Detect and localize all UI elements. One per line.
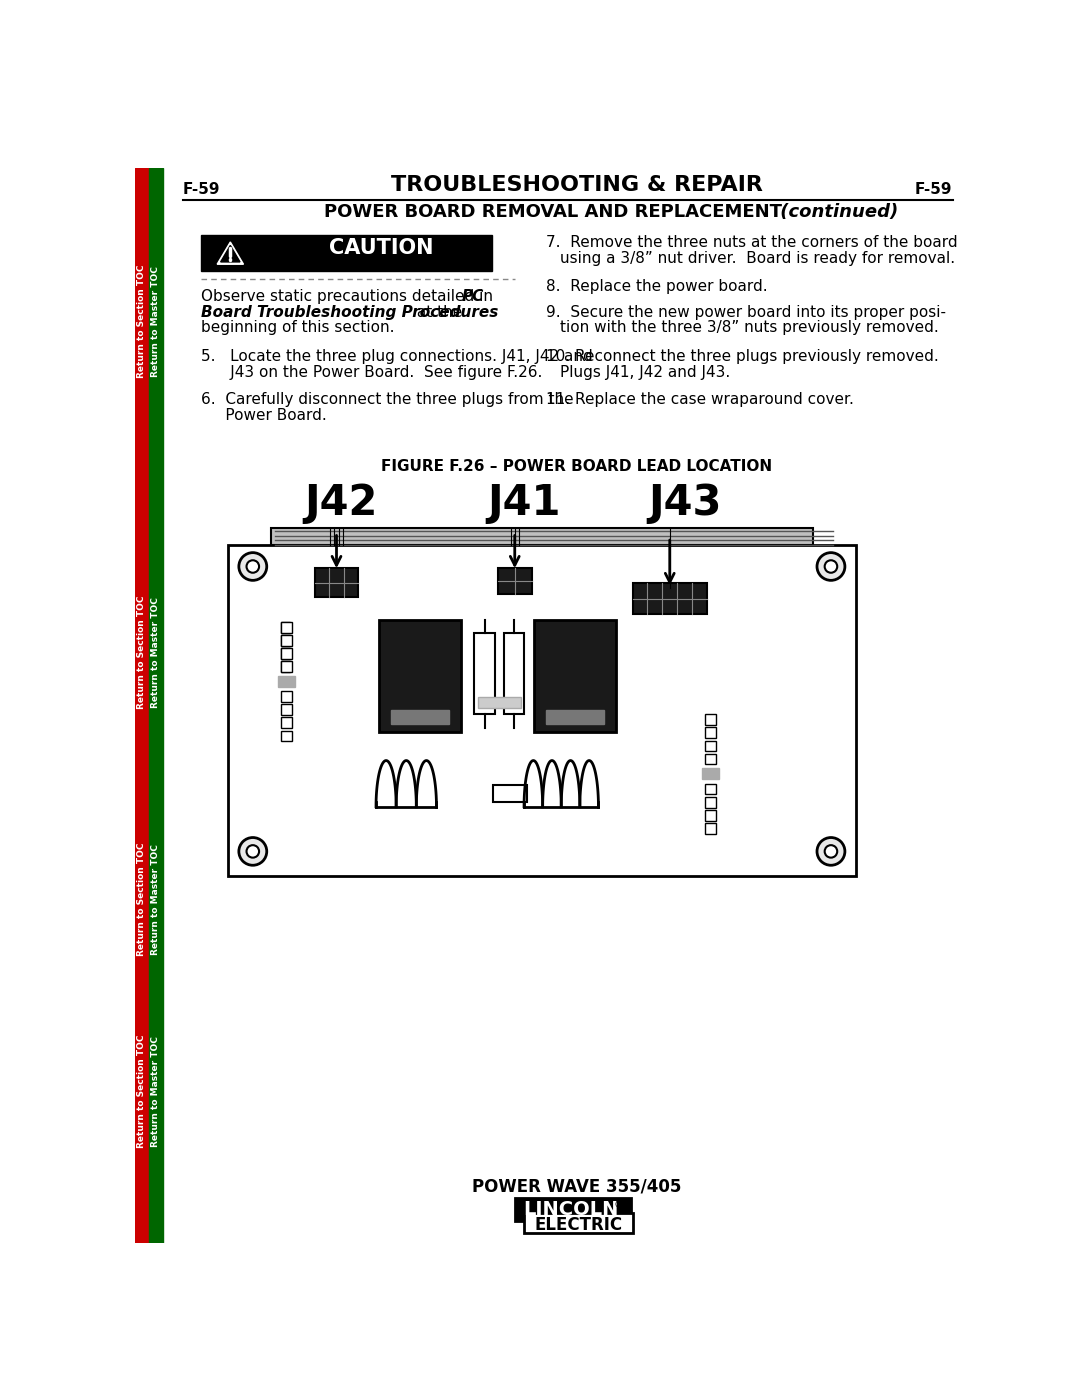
Text: 11. Replace the case wraparound cover.: 11. Replace the case wraparound cover. (545, 393, 853, 408)
Bar (314, 569, 359, 598)
Text: Observe static precautions detailed in: Observe static precautions detailed in (201, 289, 498, 305)
Circle shape (825, 560, 837, 573)
Bar (705, 714, 716, 725)
Bar (281, 622, 291, 633)
Circle shape (246, 845, 259, 858)
Bar (281, 661, 292, 672)
Bar (281, 622, 292, 633)
Bar (705, 810, 716, 820)
Text: LINCOLN: LINCOLN (523, 1200, 618, 1220)
Text: FIGURE F.26 – POWER BOARD LEAD LOCATION: FIGURE F.26 – POWER BOARD LEAD LOCATION (381, 458, 772, 474)
Text: Return to Section TOC: Return to Section TOC (137, 265, 147, 379)
Polygon shape (220, 246, 240, 261)
Bar (705, 784, 716, 795)
Text: tion with the three 3/8” nuts previously removed.: tion with the three 3/8” nuts previously… (559, 320, 939, 335)
Text: 8.  Replace the power board.: 8. Replace the power board. (545, 279, 768, 295)
Text: Return to Section TOC: Return to Section TOC (137, 597, 147, 710)
Circle shape (825, 845, 837, 858)
Text: 10. Reconnect the three plugs previously removed.: 10. Reconnect the three plugs previously… (545, 349, 939, 365)
Bar (281, 718, 292, 728)
Bar (278, 676, 295, 686)
Bar (545, 711, 604, 725)
Text: Return to Master TOC: Return to Master TOC (151, 844, 161, 954)
Bar (135, 168, 149, 1243)
Text: ®: ® (613, 1200, 625, 1210)
Circle shape (239, 553, 267, 580)
Text: at the: at the (413, 305, 462, 320)
Text: (continued): (continued) (773, 203, 897, 221)
Bar (281, 648, 292, 659)
Text: 6.  Carefully disconnect the three plugs from the: 6. Carefully disconnect the three plugs … (201, 393, 573, 408)
Bar (281, 692, 292, 703)
Text: 9.  Secure the new power board into its proper posi-: 9. Secure the new power board into its p… (545, 305, 946, 320)
Bar (281, 704, 292, 715)
Polygon shape (217, 242, 243, 264)
Bar (228, 545, 855, 876)
Text: F-59: F-59 (183, 182, 220, 197)
Text: TROUBLESHOOTING & REPAIR: TROUBLESHOOTING & REPAIR (391, 176, 762, 196)
Bar (281, 731, 292, 742)
Text: 5.   Locate the three plug connections. J41, J42 and: 5. Locate the three plug connections. J4… (201, 349, 593, 365)
Text: J43 on the Power Board.  See figure F.26.: J43 on the Power Board. See figure F.26. (201, 365, 542, 380)
Bar (379, 620, 460, 732)
Text: Plugs J41, J42 and J43.: Plugs J41, J42 and J43. (559, 365, 730, 380)
Bar (702, 768, 719, 780)
Text: Return to Section TOC: Return to Section TOC (137, 842, 147, 956)
Text: POWER WAVE 355/405: POWER WAVE 355/405 (472, 1178, 681, 1196)
Bar (515, 1197, 631, 1221)
Text: Return to Master TOC: Return to Master TOC (151, 598, 161, 708)
Bar (535, 620, 616, 732)
Circle shape (239, 838, 267, 865)
Text: J43: J43 (648, 482, 721, 524)
Text: J41: J41 (488, 482, 562, 524)
Bar (391, 711, 449, 725)
Text: Return to Master TOC: Return to Master TOC (151, 267, 161, 377)
Bar (498, 569, 531, 594)
Bar (478, 697, 521, 708)
Text: beginning of this section.: beginning of this section. (201, 320, 394, 335)
Text: Return to Master TOC: Return to Master TOC (151, 1037, 161, 1147)
Bar (705, 753, 716, 764)
Circle shape (246, 560, 259, 573)
Text: Board Troubleshooting Procedures: Board Troubleshooting Procedures (201, 305, 498, 320)
Text: F-59: F-59 (915, 182, 953, 197)
Bar (201, 236, 491, 271)
Text: 7.  Remove the three nuts at the corners of the board: 7. Remove the three nuts at the corners … (545, 236, 957, 250)
Bar (705, 740, 716, 752)
Bar (705, 823, 716, 834)
Bar (705, 796, 716, 807)
Bar (474, 633, 495, 714)
Bar (149, 168, 163, 1243)
Text: J42: J42 (303, 482, 377, 524)
Bar (281, 636, 292, 645)
Bar (281, 661, 291, 672)
Bar (504, 633, 524, 714)
Bar (494, 785, 527, 802)
Text: Power Board.: Power Board. (201, 408, 326, 423)
Bar (281, 648, 291, 659)
Text: CAUTION: CAUTION (328, 239, 433, 258)
Text: ELECTRIC: ELECTRIC (535, 1215, 622, 1234)
Circle shape (816, 553, 845, 580)
Bar (705, 728, 716, 738)
Text: using a 3/8” nut driver.  Board is ready for removal.: using a 3/8” nut driver. Board is ready … (559, 251, 955, 265)
Bar (524, 1214, 633, 1234)
Circle shape (816, 838, 845, 865)
Text: POWER BOARD REMOVAL AND REPLACEMENT: POWER BOARD REMOVAL AND REPLACEMENT (324, 203, 783, 221)
Bar (633, 584, 707, 615)
Bar (281, 636, 291, 645)
Bar (271, 528, 813, 545)
Text: PC: PC (462, 289, 485, 305)
Text: Return to Section TOC: Return to Section TOC (137, 1035, 147, 1148)
